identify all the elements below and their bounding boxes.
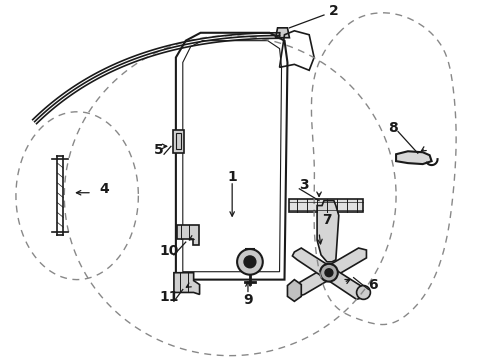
Polygon shape bbox=[174, 273, 199, 294]
Polygon shape bbox=[290, 199, 364, 212]
Circle shape bbox=[325, 269, 333, 276]
Text: 4: 4 bbox=[99, 182, 109, 196]
Text: 7: 7 bbox=[322, 213, 332, 227]
Text: 10: 10 bbox=[159, 244, 179, 258]
Text: 2: 2 bbox=[329, 4, 339, 18]
Text: 8: 8 bbox=[388, 121, 398, 135]
Polygon shape bbox=[294, 248, 367, 297]
Circle shape bbox=[237, 249, 263, 275]
Polygon shape bbox=[396, 151, 432, 164]
Circle shape bbox=[320, 264, 338, 282]
Circle shape bbox=[244, 256, 256, 268]
Text: 5: 5 bbox=[154, 143, 164, 157]
Polygon shape bbox=[173, 130, 184, 153]
Text: 3: 3 bbox=[299, 178, 309, 192]
Text: 6: 6 bbox=[368, 279, 378, 292]
Text: 9: 9 bbox=[243, 293, 253, 307]
Polygon shape bbox=[317, 201, 339, 262]
Circle shape bbox=[357, 285, 370, 300]
Polygon shape bbox=[293, 248, 364, 300]
Polygon shape bbox=[177, 225, 198, 245]
Text: 1: 1 bbox=[227, 170, 237, 184]
Text: 11: 11 bbox=[159, 291, 179, 304]
Polygon shape bbox=[275, 28, 290, 38]
Polygon shape bbox=[288, 280, 301, 301]
